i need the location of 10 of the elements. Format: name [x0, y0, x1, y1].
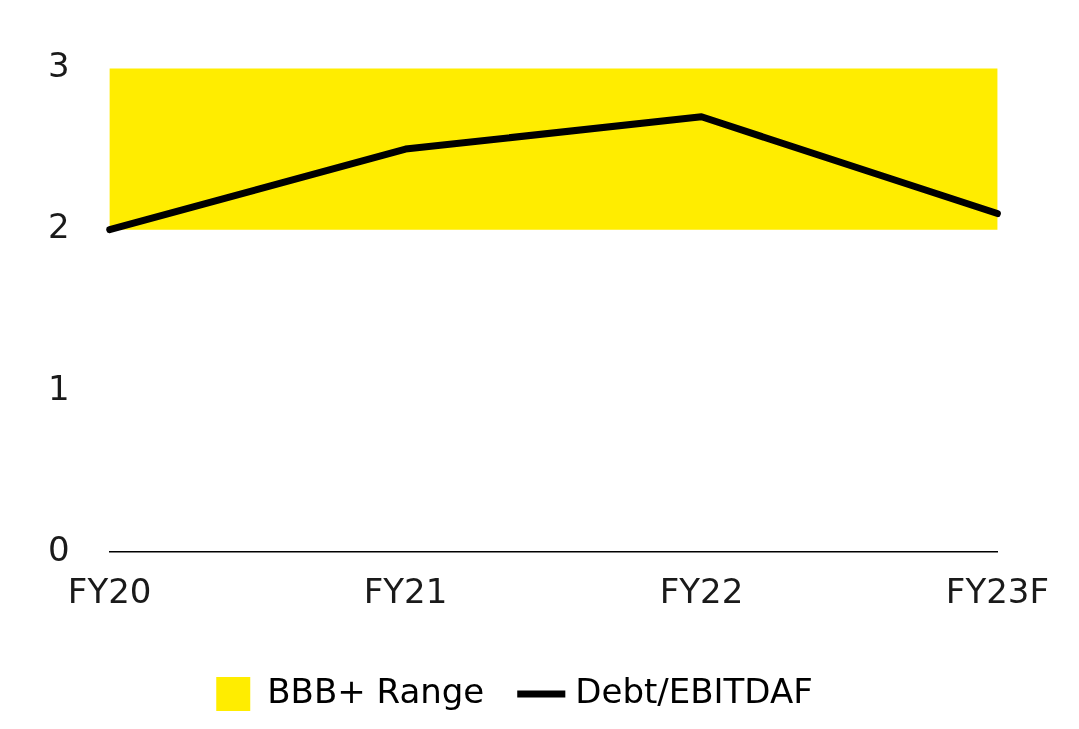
x-tick-label: FY23F: [945, 571, 1050, 612]
y-tick-label: 0: [47, 529, 70, 570]
x-tick-label: FY20: [67, 571, 152, 612]
legend-label: BBB+ Range: [267, 670, 485, 711]
y-tick-label: 3: [47, 45, 70, 86]
legend-label: Debt/EBITDAF: [575, 670, 813, 711]
x-tick-label: FY21: [363, 571, 448, 612]
y-tick-label: 1: [47, 367, 70, 408]
x-tick-label: FY22: [659, 571, 744, 612]
y-tick-label: 2: [47, 206, 70, 247]
